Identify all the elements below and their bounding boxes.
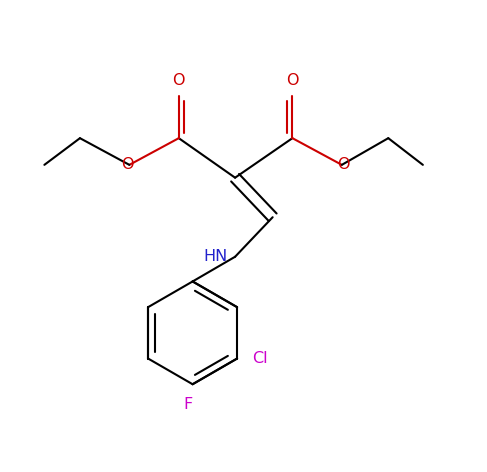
- Text: O: O: [172, 73, 185, 88]
- Text: Cl: Cl: [252, 351, 267, 366]
- Text: O: O: [286, 73, 299, 88]
- Text: HN: HN: [203, 249, 227, 264]
- Text: F: F: [183, 397, 192, 412]
- Text: O: O: [337, 157, 350, 172]
- Text: O: O: [121, 157, 133, 172]
